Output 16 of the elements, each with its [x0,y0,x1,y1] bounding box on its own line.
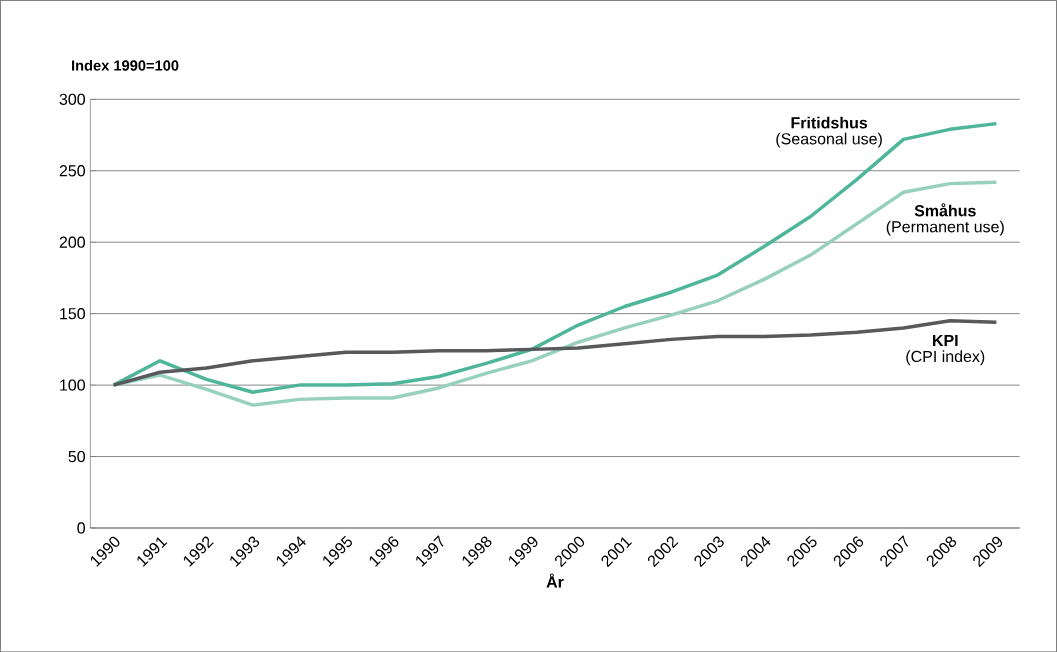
y-tick-label: 100 [60,379,86,391]
y-tick-label: 50 [68,450,86,463]
y-tick-label: 300 [59,93,86,105]
series-label: Fritidshus [791,116,868,129]
annotation: (CPI index) [906,350,985,366]
y-tick-label: 200 [59,236,86,248]
line-series [111,318,999,387]
annotation: (Seasonal use) [776,132,882,148]
series-label: KPI [933,334,958,346]
y-tick-label: 0 [77,522,86,534]
y-tick-label: 150 [60,307,86,320]
y-axis-title: Index 1990=100 [72,59,179,71]
x-axis-title: År [546,573,564,588]
y-tick-label: 250 [59,164,86,177]
annotation: (Permanent use) [886,220,1004,236]
series-label: Småhus [914,202,976,217]
